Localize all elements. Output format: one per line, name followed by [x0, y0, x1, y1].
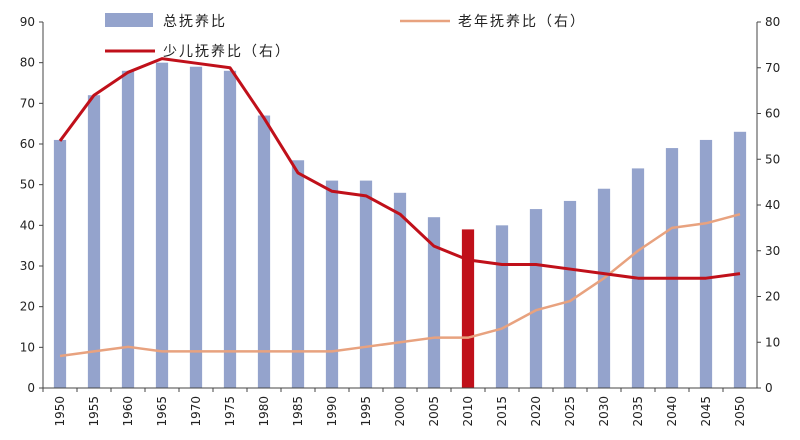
y-left-tick-label: 70 [20, 96, 35, 110]
x-tick-label: 1965 [155, 396, 169, 427]
bar-2010 [461, 229, 475, 388]
line-series-2 [58, 57, 741, 280]
bar-1995 [359, 180, 373, 388]
legend-label: 总抚养比 [163, 14, 227, 30]
bar-1990 [325, 180, 339, 388]
y-left-tick-label: 50 [20, 178, 35, 192]
y-right-tick-label: 20 [765, 290, 780, 304]
bar-2005 [427, 217, 441, 388]
x-tick-label: 2015 [495, 396, 509, 427]
y-left-tick-label: 80 [20, 56, 35, 70]
x-tick-label: 2030 [597, 396, 611, 427]
y-left-tick-label: 0 [27, 381, 35, 395]
y-left-tick-label: 30 [20, 259, 35, 273]
legend-item-1: 总抚养比 [105, 13, 227, 30]
bar-1950 [53, 139, 67, 388]
y-right-tick-label: 80 [765, 15, 780, 29]
bar-2020 [529, 209, 543, 388]
x-tick-label: 1995 [359, 396, 373, 427]
axes-layer: 0102030405060708090010203040506070801950… [20, 15, 781, 427]
legend-label: 老年抚养比（右） [458, 14, 586, 30]
x-tick-label: 2025 [563, 396, 577, 427]
x-tick-label: 1970 [189, 396, 203, 427]
bar-2000 [393, 192, 407, 388]
x-tick-label: 1990 [325, 396, 339, 427]
bar-2025 [563, 200, 577, 388]
x-tick-label: 2035 [631, 396, 645, 427]
x-tick-label: 2005 [427, 396, 441, 427]
y-right-tick-label: 70 [765, 61, 780, 75]
y-right-tick-label: 50 [765, 152, 780, 166]
bar-1980 [257, 115, 271, 388]
y-right-tick-label: 0 [765, 381, 773, 395]
bar-1985 [291, 160, 305, 388]
line-series-1 [59, 212, 741, 358]
x-tick-label: 1955 [87, 396, 101, 427]
bar-2050 [733, 131, 747, 389]
x-tick-label: 1980 [257, 396, 271, 427]
y-right-tick-label: 60 [765, 107, 780, 121]
lines-layer [58, 57, 741, 358]
legend-label: 少儿抚养比（右） [163, 44, 291, 60]
x-tick-label: 2045 [699, 396, 713, 427]
bars-layer [53, 62, 747, 389]
y-right-tick-label: 40 [765, 198, 780, 212]
y-right-tick-label: 30 [765, 244, 780, 258]
legend: 总抚养比 老年抚养比（右） 少儿抚养比（右） [105, 13, 586, 60]
y-left-tick-label: 60 [20, 137, 35, 151]
y-left-tick-label: 20 [20, 300, 35, 314]
y-left-tick-label: 40 [20, 218, 35, 232]
y-left-tick-label: 90 [20, 15, 35, 29]
bar-2015 [495, 225, 509, 388]
bar-2030 [597, 188, 611, 388]
x-tick-label: 1960 [121, 396, 135, 427]
legend-item-3: 少儿抚养比（右） [105, 44, 291, 60]
bar-1965 [155, 62, 169, 389]
x-tick-label: 1985 [291, 396, 305, 427]
y-left-tick-label: 10 [20, 340, 35, 354]
legend-item-2: 老年抚养比（右） [400, 14, 586, 30]
bar-1975 [223, 70, 237, 389]
x-tick-label: 1950 [53, 396, 67, 427]
x-tick-label: 2000 [393, 396, 407, 427]
x-tick-label: 2010 [461, 396, 475, 427]
bar-1960 [121, 70, 135, 389]
x-tick-label: 2050 [733, 396, 747, 427]
y-right-tick-label: 10 [765, 335, 780, 349]
legend-swatch [105, 13, 153, 27]
bar-1970 [189, 66, 203, 388]
x-tick-label: 2020 [529, 396, 543, 427]
bar-1955 [87, 95, 101, 388]
x-tick-label: 1975 [223, 396, 237, 427]
x-tick-label: 2040 [665, 396, 679, 427]
bar-2040 [665, 148, 679, 388]
bar-2045 [699, 139, 713, 388]
